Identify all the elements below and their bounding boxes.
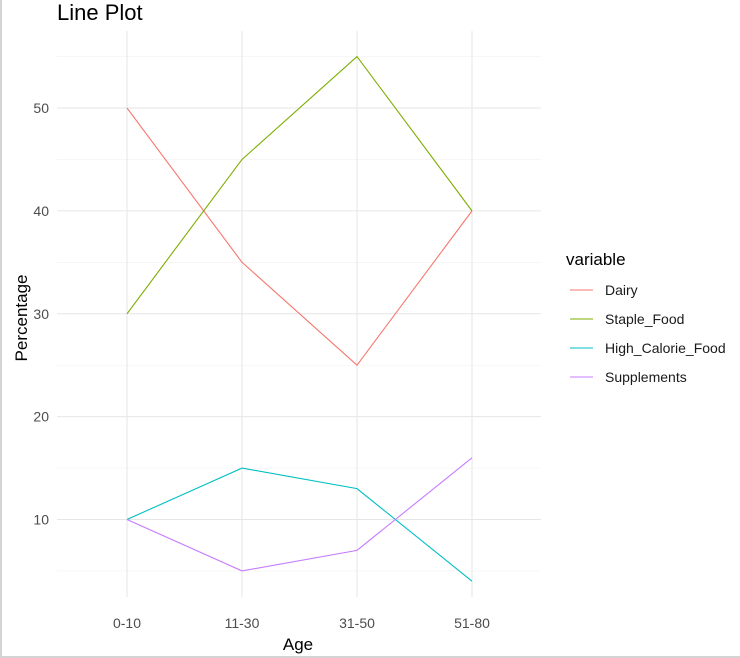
y-tick-label: 10	[33, 512, 49, 528]
x-tick-label: 51-80	[454, 615, 490, 631]
legend-label: Dairy	[605, 282, 638, 298]
legend-label: High_Calorie_Food	[605, 340, 726, 356]
series-line-high-calorie-food	[126, 467, 473, 582]
y-tick-label: 30	[33, 306, 49, 322]
y-tick-labels: 10 20 30 40 50	[33, 100, 49, 528]
legend-label: Supplements	[605, 369, 687, 385]
series-line-dairy	[126, 107, 473, 366]
series-lines	[126, 55, 473, 582]
x-tick-label: 11-30	[225, 615, 260, 631]
y-tick-label: 40	[33, 203, 49, 219]
y-tick-label: 50	[33, 100, 49, 116]
x-tick-label: 0-10	[113, 615, 141, 631]
legend-label: Staple_Food	[605, 311, 684, 327]
series-line-staple-food	[126, 55, 473, 315]
x-tick-labels: 0-10 11-30 31-50 51-80	[113, 615, 490, 631]
legend-title: variable	[566, 250, 626, 269]
series-line-supplements	[126, 457, 473, 572]
x-axis-title: Age	[283, 635, 313, 654]
x-tick-label: 31-50	[339, 615, 375, 631]
y-axis-title: Percentage	[12, 275, 31, 362]
y-tick-label: 20	[33, 409, 49, 425]
chart-title: Line Plot	[57, 0, 143, 25]
legend: variable Dairy Staple_Food High_Calorie_Fo…	[566, 250, 726, 385]
